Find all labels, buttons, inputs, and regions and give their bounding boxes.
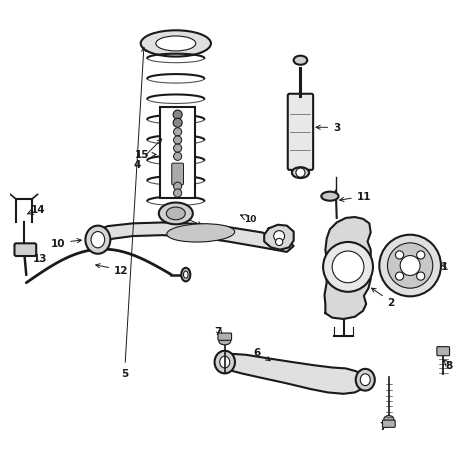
Text: 6: 6 xyxy=(254,347,270,361)
Circle shape xyxy=(275,239,283,246)
Polygon shape xyxy=(264,225,294,250)
Text: 10: 10 xyxy=(245,215,257,224)
FancyBboxPatch shape xyxy=(172,164,183,186)
Circle shape xyxy=(173,111,182,120)
Ellipse shape xyxy=(292,168,309,179)
Ellipse shape xyxy=(141,31,211,57)
Polygon shape xyxy=(91,223,294,253)
Circle shape xyxy=(417,251,425,259)
Circle shape xyxy=(173,183,182,191)
Ellipse shape xyxy=(159,203,193,225)
FancyBboxPatch shape xyxy=(160,108,195,198)
Circle shape xyxy=(173,190,182,197)
Circle shape xyxy=(323,243,373,292)
Ellipse shape xyxy=(166,207,185,220)
Circle shape xyxy=(395,273,404,281)
FancyBboxPatch shape xyxy=(383,420,395,427)
Circle shape xyxy=(296,169,305,178)
Ellipse shape xyxy=(181,268,191,282)
Text: 2: 2 xyxy=(372,288,395,307)
Circle shape xyxy=(173,153,182,161)
Text: 15: 15 xyxy=(135,150,156,160)
Text: 5: 5 xyxy=(121,48,146,378)
Text: 11: 11 xyxy=(339,192,371,202)
FancyBboxPatch shape xyxy=(437,347,449,356)
Circle shape xyxy=(173,119,182,128)
Text: 12: 12 xyxy=(96,264,128,275)
Ellipse shape xyxy=(85,226,110,254)
Ellipse shape xyxy=(91,232,105,248)
Text: 3: 3 xyxy=(316,123,340,133)
FancyBboxPatch shape xyxy=(218,334,232,340)
Ellipse shape xyxy=(356,369,375,391)
Circle shape xyxy=(400,256,420,276)
Ellipse shape xyxy=(360,374,370,386)
Circle shape xyxy=(273,231,284,242)
Text: 9: 9 xyxy=(174,210,202,226)
Text: 13: 13 xyxy=(33,253,47,263)
Circle shape xyxy=(387,243,433,288)
Circle shape xyxy=(332,252,364,283)
Ellipse shape xyxy=(156,37,196,52)
Circle shape xyxy=(379,235,441,297)
Circle shape xyxy=(173,128,182,136)
Text: 7: 7 xyxy=(214,327,222,337)
FancyBboxPatch shape xyxy=(288,95,313,171)
Ellipse shape xyxy=(215,351,235,374)
Ellipse shape xyxy=(220,356,230,368)
Text: 14: 14 xyxy=(31,204,46,214)
Ellipse shape xyxy=(294,56,307,66)
Circle shape xyxy=(173,145,182,153)
Polygon shape xyxy=(221,354,366,394)
Ellipse shape xyxy=(167,224,235,243)
Circle shape xyxy=(395,251,404,259)
Circle shape xyxy=(417,273,425,281)
Text: 4: 4 xyxy=(134,140,162,169)
Ellipse shape xyxy=(219,338,231,345)
Text: 7: 7 xyxy=(379,421,387,431)
Ellipse shape xyxy=(321,192,338,201)
Ellipse shape xyxy=(384,415,394,423)
Text: 8: 8 xyxy=(446,360,453,370)
Ellipse shape xyxy=(183,271,188,278)
Text: 1: 1 xyxy=(441,261,448,271)
FancyBboxPatch shape xyxy=(15,244,36,257)
Circle shape xyxy=(173,136,182,145)
Text: 10: 10 xyxy=(51,238,82,248)
Polygon shape xyxy=(325,217,371,319)
